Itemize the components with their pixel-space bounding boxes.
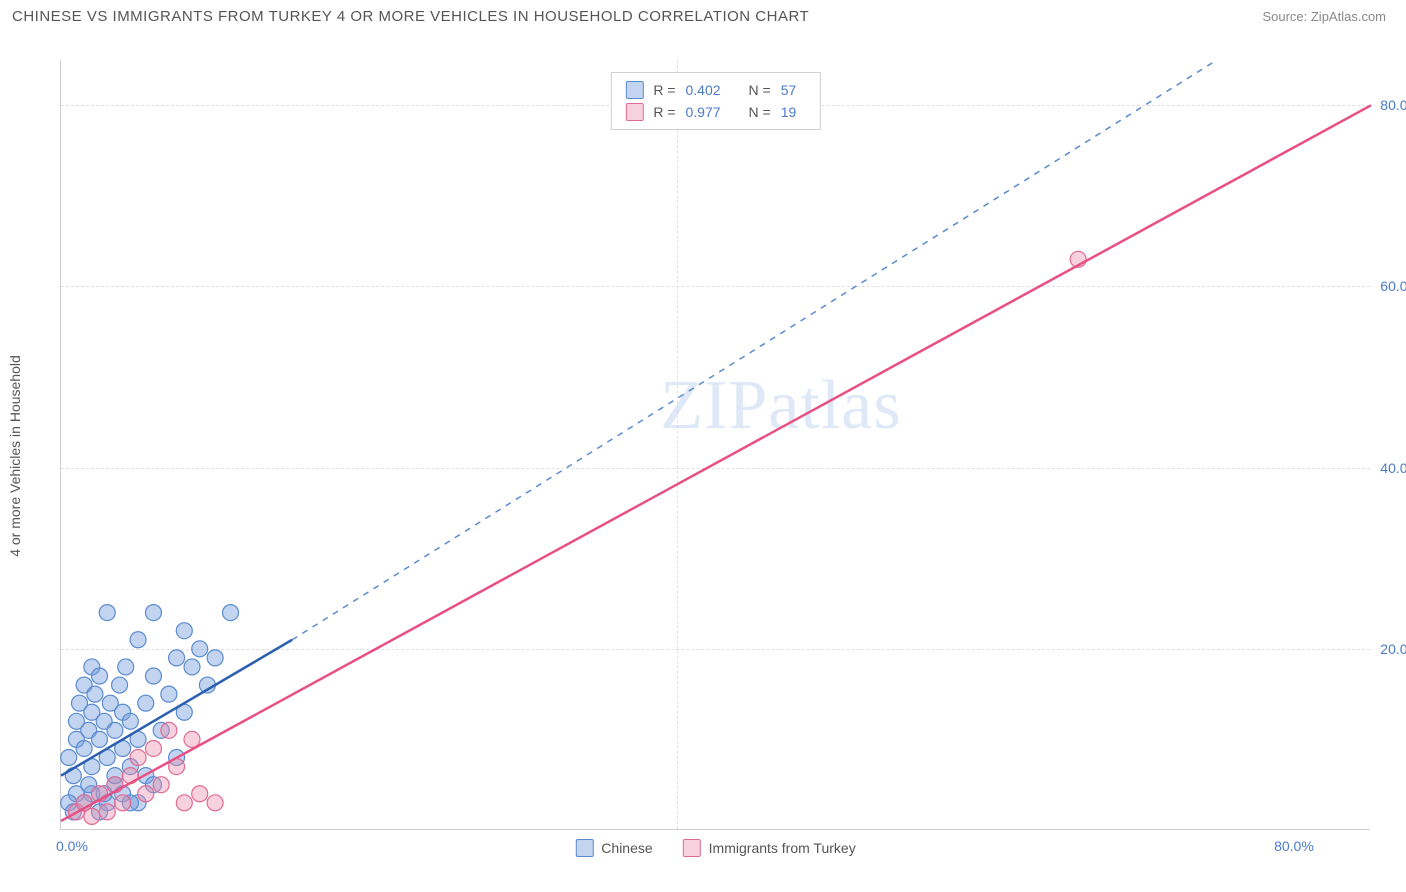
legend-label-turkey: Immigrants from Turkey: [709, 840, 856, 856]
n-value-chinese: 57: [781, 82, 806, 98]
scatter-point-turkey: [84, 808, 100, 824]
legend-swatch-turkey: [625, 103, 643, 121]
scatter-point-turkey: [138, 786, 154, 802]
legend-item-turkey: Immigrants from Turkey: [683, 839, 856, 857]
scatter-point-chinese: [118, 659, 134, 675]
scatter-point-chinese: [92, 731, 108, 747]
scatter-point-chinese: [192, 641, 208, 657]
legend-swatch-chinese: [625, 81, 643, 99]
legend-stats-box: R = 0.402 N = 57 R = 0.977 N = 19: [610, 72, 820, 130]
scatter-point-chinese: [145, 668, 161, 684]
scatter-point-chinese: [223, 605, 239, 621]
scatter-point-chinese: [130, 632, 146, 648]
scatter-point-chinese: [169, 650, 185, 666]
scatter-point-turkey: [115, 795, 131, 811]
plot-area: ZIPatlas R = 0.402 N = 57 R = 0.977 N = …: [60, 60, 1370, 830]
r-value-chinese: 0.402: [686, 82, 731, 98]
scatter-point-turkey: [207, 795, 223, 811]
scatter-point-turkey: [176, 795, 192, 811]
trend-line-turkey: [61, 105, 1371, 821]
y-tick-label: 60.0%: [1380, 278, 1406, 294]
legend-stats-row-turkey: R = 0.977 N = 19: [625, 101, 805, 123]
legend-item-chinese: Chinese: [575, 839, 652, 857]
y-tick-label: 80.0%: [1380, 97, 1406, 113]
trend-line-dash-chinese: [292, 60, 1217, 640]
scatter-point-turkey: [192, 786, 208, 802]
scatter-point-chinese: [92, 668, 108, 684]
n-value-turkey: 19: [781, 104, 806, 120]
legend-swatch-turkey: [683, 839, 701, 857]
r-label: R =: [653, 82, 675, 98]
scatter-point-chinese: [161, 686, 177, 702]
scatter-point-chinese: [122, 713, 138, 729]
legend-swatch-chinese: [575, 839, 593, 857]
scatter-point-chinese: [112, 677, 128, 693]
y-tick-label: 40.0%: [1380, 460, 1406, 476]
n-label: N =: [749, 82, 771, 98]
chart-container: 4 or more Vehicles in Household ZIPatlas…: [50, 50, 1390, 862]
r-label: R =: [653, 104, 675, 120]
x-origin-label: 0.0%: [56, 838, 88, 854]
scatter-point-chinese: [61, 750, 77, 766]
y-tick-label: 20.0%: [1380, 641, 1406, 657]
source-attribution: Source: ZipAtlas.com: [1262, 9, 1386, 24]
y-axis-title: 4 or more Vehicles in Household: [7, 355, 23, 557]
scatter-plot-svg: [61, 60, 1370, 829]
scatter-point-turkey: [161, 722, 177, 738]
scatter-point-turkey: [130, 750, 146, 766]
scatter-point-turkey: [153, 777, 169, 793]
legend-label-chinese: Chinese: [601, 840, 652, 856]
scatter-point-chinese: [107, 722, 123, 738]
scatter-point-chinese: [145, 605, 161, 621]
chart-title: CHINESE VS IMMIGRANTS FROM TURKEY 4 OR M…: [12, 8, 809, 25]
legend-stats-row-chinese: R = 0.402 N = 57: [625, 79, 805, 101]
n-label: N =: [749, 104, 771, 120]
scatter-point-chinese: [76, 740, 92, 756]
scatter-point-chinese: [65, 768, 81, 784]
scatter-point-chinese: [207, 650, 223, 666]
scatter-point-turkey: [99, 804, 115, 820]
scatter-point-turkey: [145, 740, 161, 756]
scatter-point-chinese: [87, 686, 103, 702]
bottom-legend: Chinese Immigrants from Turkey: [575, 839, 855, 857]
scatter-point-chinese: [138, 695, 154, 711]
scatter-point-chinese: [176, 623, 192, 639]
scatter-point-chinese: [99, 605, 115, 621]
x-tick-label: 80.0%: [1274, 838, 1314, 854]
r-value-turkey: 0.977: [686, 104, 731, 120]
scatter-point-chinese: [184, 659, 200, 675]
